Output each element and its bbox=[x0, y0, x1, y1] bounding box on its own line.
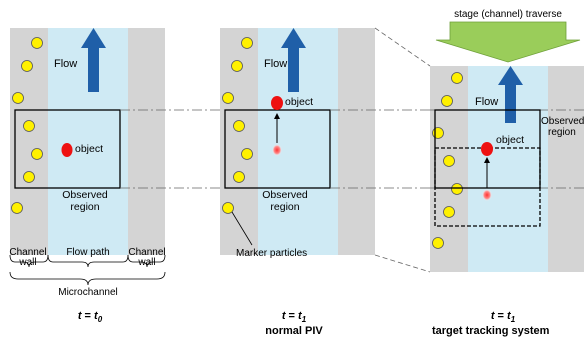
object-label: object bbox=[496, 134, 524, 146]
observed-label-1: Observed bbox=[541, 116, 584, 127]
object-dot bbox=[61, 143, 73, 157]
flow-arrow bbox=[81, 28, 106, 92]
previous-region-box bbox=[434, 147, 541, 227]
observed-label-1: Observed bbox=[262, 189, 308, 201]
object-label: object bbox=[75, 143, 103, 155]
marker-particles-label: Marker particles bbox=[236, 248, 307, 259]
observed-label-2: region bbox=[270, 201, 299, 213]
stage-traverse-arrow bbox=[435, 21, 581, 63]
object-previous-position bbox=[272, 144, 282, 156]
stage-traverse-label: stage (channel) traverse bbox=[454, 9, 562, 20]
panel-3: stage (channel) traverse Flow object Obs bbox=[430, 9, 584, 337]
flow-label: Flow bbox=[475, 96, 498, 108]
observed-label-2: region bbox=[548, 127, 576, 138]
flow-path-brace bbox=[47, 254, 129, 268]
channel-wall-left-label-2: wall bbox=[18, 257, 36, 268]
flow-label: Flow bbox=[264, 58, 287, 70]
panel-2: Flow object Observed region Marker parti… bbox=[220, 28, 375, 337]
microchannel-label: Microchannel bbox=[58, 287, 117, 298]
microchannel-brace bbox=[9, 271, 166, 286]
flow-arrow bbox=[281, 28, 306, 92]
wall-brace-left bbox=[9, 254, 49, 268]
object-dot bbox=[481, 142, 493, 156]
channel-wall-right-label-2: wall bbox=[137, 257, 155, 268]
object-label: object bbox=[285, 96, 313, 108]
observed-region-box bbox=[14, 109, 121, 189]
projection-lines-2 bbox=[330, 27, 580, 273]
caption: target tracking system bbox=[432, 325, 550, 337]
channel-wall-right bbox=[128, 28, 165, 255]
channel-wall-right bbox=[548, 66, 584, 272]
observed-label-2: region bbox=[70, 201, 99, 213]
marker-particles bbox=[222, 37, 253, 214]
channel-wall-right bbox=[338, 28, 375, 255]
channel-wall-left-label-1: Channel bbox=[9, 247, 46, 258]
caption: normal PIV bbox=[265, 325, 323, 337]
time-label: t = t0 bbox=[78, 310, 103, 324]
observed-label-1: Observed bbox=[62, 189, 108, 201]
flow-label: Flow bbox=[54, 58, 77, 70]
marker-particles bbox=[11, 37, 43, 214]
time-label: t = t1 bbox=[282, 310, 307, 324]
marker-callout-line bbox=[231, 211, 253, 246]
object-dot bbox=[271, 96, 283, 110]
object-previous-position bbox=[482, 189, 492, 201]
channel-wall-right-label-1: Channel bbox=[128, 247, 165, 258]
flow-arrow bbox=[498, 66, 523, 123]
flow-path-label: Flow path bbox=[66, 247, 109, 258]
panel-1: Flow object Observed region Channel wall… bbox=[9, 28, 166, 324]
time-label: t = t1 bbox=[491, 310, 516, 324]
observed-region-box bbox=[224, 109, 331, 189]
wall-brace-right bbox=[127, 254, 166, 268]
